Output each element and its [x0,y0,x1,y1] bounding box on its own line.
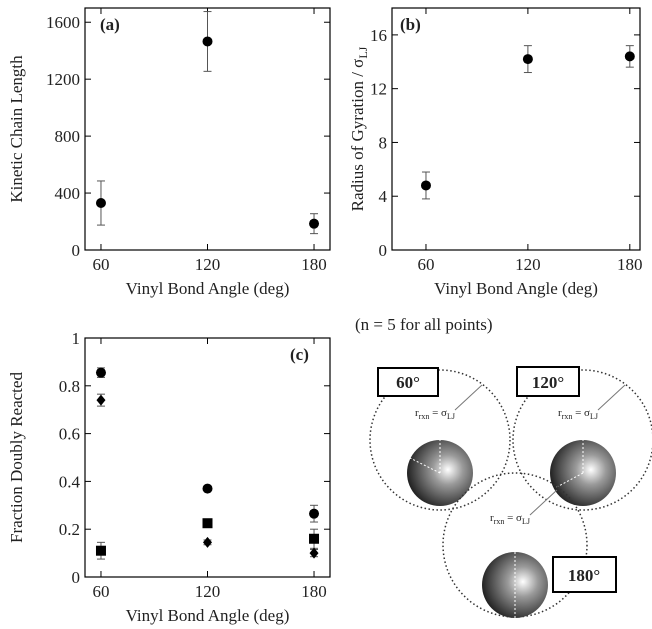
y-axis-label: Kinetic Chain Length [7,55,26,203]
x-tick-label: 60 [92,582,109,601]
y-tick-label: 1600 [46,13,80,32]
reaction-radius [512,369,652,511]
arrow [597,384,626,411]
marker [96,394,106,406]
y-tick-label: 4 [379,187,388,206]
angle-label: 180° [568,566,600,585]
y-tick-label: 0.6 [59,425,80,444]
y-tick-label: 800 [55,127,81,146]
chart: 0 400 800 1200 1600 60 120 180 Vinyl Bond Angle … [7,7,331,298]
diagram: rrxn = σLJ 60° rrxn = σLJ 120° rrxn = σL… [369,366,652,618]
y-axis-label: Radius of Gyration / σLJ [348,46,370,211]
label-box [552,556,617,593]
marker [309,547,319,559]
y-axis-label-part: Kinetic Chain Length [7,55,26,203]
y-tick-label: 0.4 [59,472,81,491]
y-tick-label: 8 [379,133,388,152]
y-tick-label: 0 [72,568,81,587]
radius-label: rrxn = σLJ [558,407,598,421]
y-tick-label: 12 [370,80,387,99]
x-axis-label: Vinyl Bond Angle (deg) [126,606,290,625]
y-tick-label: 0 [72,241,81,260]
marker [309,533,320,544]
y-tick-label: 0.2 [59,520,80,539]
radius-label: rrxn = σLJ [415,407,455,421]
x-axis-label: Vinyl Bond Angle (deg) [434,279,598,298]
x-tick-label: 180 [301,582,327,601]
panel-label: (c) [290,345,309,364]
plot-frame [391,7,641,251]
marker [420,180,431,191]
x-tick-label: 120 [195,582,221,601]
marker [522,54,533,65]
marker [203,536,212,548]
arrow [529,489,558,516]
x-axis-label: Vinyl Bond Angle (deg) [126,279,290,298]
marker [309,508,320,519]
note: (n = 5 for all points) [355,315,493,334]
x-tick-label: 120 [515,255,541,274]
angle-label: 60° [396,373,420,392]
bond [409,457,441,474]
x-tick-label: 180 [301,255,327,274]
reaction-radius [369,369,511,511]
label-box [516,366,580,397]
y-tick-label: 16 [370,26,387,45]
y-axis-label-part: LJ [356,46,370,58]
y-tick-label: 1 [72,329,81,348]
chart: 0 0.2 0.4 0.6 0.8 1 60 120 180 Vinyl Bond Angle (… [7,329,331,625]
marker [202,36,213,47]
angle-label: 120° [532,373,564,392]
x-tick-label: 180 [617,255,643,274]
y-tick-label: 1200 [46,70,80,89]
y-tick-label: 400 [55,184,81,203]
marker [95,545,106,556]
marker [95,198,106,209]
marker [202,483,213,494]
bond [554,472,584,489]
x-tick-label: 60 [417,255,434,274]
label-box [377,367,439,397]
marker [95,367,106,378]
chart: 0 4 8 12 16 60 120 180 Vinyl Bond Angle (deg) Rad… [348,7,643,298]
y-axis-label: Fraction Doubly Reacted [7,372,26,543]
y-axis-label-part: Radius of Gyration / σ [348,59,367,212]
marker [309,218,320,229]
x-tick-label: 120 [195,255,221,274]
marker [202,518,213,529]
panel-label: (a) [100,15,120,34]
panel-label: (b) [400,15,421,34]
y-tick-label: 0.8 [59,377,80,396]
arrow [454,384,483,411]
x-tick-label: 60 [92,255,109,274]
marker [624,51,635,62]
y-axis-label-part: Fraction Doubly Reacted [7,372,26,543]
y-tick-label: 0 [379,241,388,260]
radius-label: rrxn = σLJ [490,512,530,526]
